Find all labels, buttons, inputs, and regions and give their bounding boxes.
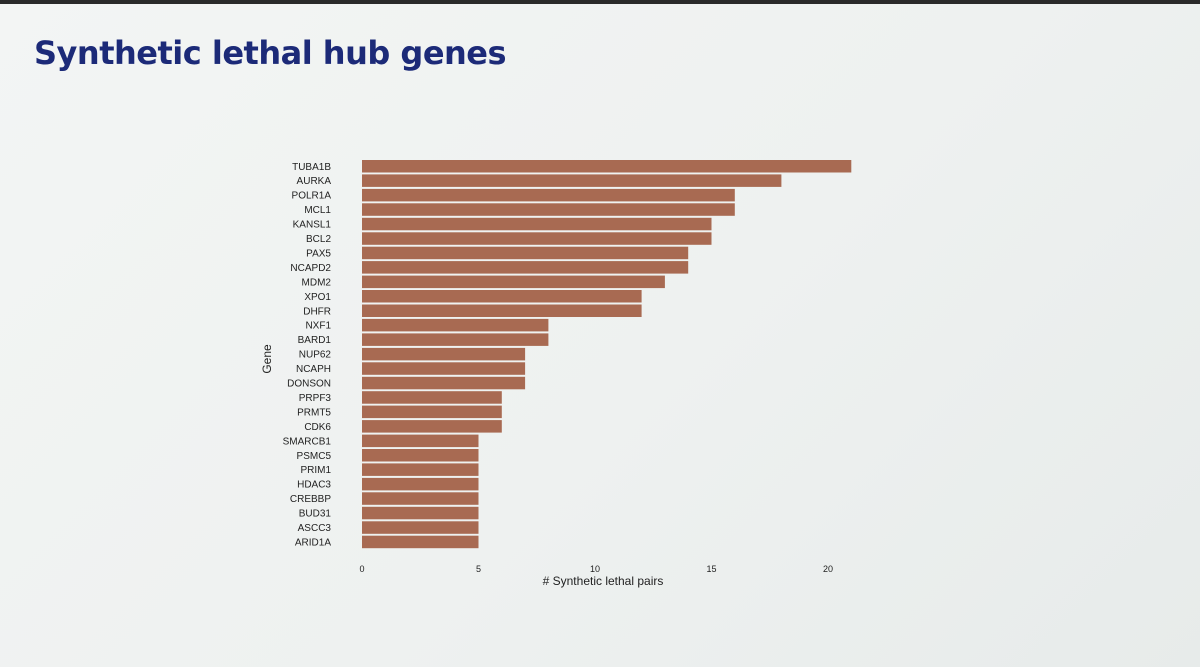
gene-label-crebbp: CREBBP xyxy=(290,494,331,505)
x-tick-10: 10 xyxy=(590,564,600,574)
gene-labels-group: TUBA1B AURKA POLR1A MCL1 KANSL1 BCL2 PAX5 NCAPD… xyxy=(283,162,332,549)
gene-label-ncaph: NCAPH xyxy=(296,364,331,375)
bar-aurka xyxy=(362,174,782,187)
gene-label-prmt5: PRMT5 xyxy=(297,407,331,418)
gene-label-psmc5: PSMC5 xyxy=(297,451,332,462)
gene-label-ascc3: ASCC3 xyxy=(298,523,332,534)
x-tick-labels-group: 0 5 10 15 20 xyxy=(359,564,833,574)
x-tick-5: 5 xyxy=(476,564,481,574)
bar-bcl2 xyxy=(362,232,712,245)
gene-label-prpf3: PRPF3 xyxy=(299,393,332,404)
bar-bard1 xyxy=(362,333,549,346)
bar-pax5 xyxy=(362,246,689,260)
gene-label-hdac3: HDAC3 xyxy=(297,480,331,491)
gene-label-bcl2: BCL2 xyxy=(306,234,331,245)
bar-prmt5 xyxy=(362,405,502,419)
x-tick-0: 0 xyxy=(359,564,364,574)
gene-label-ncapd2: NCAPD2 xyxy=(290,263,331,274)
bar-polr1a xyxy=(362,188,735,202)
bars-group xyxy=(362,160,852,549)
gene-label-nxf1: NXF1 xyxy=(305,321,331,332)
bar-tuba1b xyxy=(362,160,852,173)
bar-crebbp xyxy=(362,492,479,505)
gene-label-arid1a: ARID1A xyxy=(295,538,331,549)
bar-hdac3 xyxy=(362,477,479,491)
bar-mdm2 xyxy=(362,275,665,289)
bar-xpo1 xyxy=(362,290,642,303)
x-tick-15: 15 xyxy=(706,564,716,574)
gene-label-xpo1: XPO1 xyxy=(304,292,331,303)
gene-label-tuba1b: TUBA1B xyxy=(292,162,331,173)
bar-nxf1 xyxy=(362,318,549,332)
gene-label-pax5: PAX5 xyxy=(306,248,331,259)
bar-cdk6 xyxy=(362,420,502,433)
gene-label-mcl1: MCL1 xyxy=(304,205,331,216)
bar-prim1 xyxy=(362,463,479,476)
bar-dhfr xyxy=(362,304,642,317)
gene-label-prim1: PRIM1 xyxy=(300,465,331,476)
bar-arid1a xyxy=(362,535,479,549)
x-tick-20: 20 xyxy=(823,564,833,574)
gene-label-nup62: NUP62 xyxy=(299,350,332,361)
bar-donson xyxy=(362,376,526,390)
gene-label-cdk6: CDK6 xyxy=(304,422,331,433)
bar-mcl1 xyxy=(362,203,735,216)
bar-ncapd2 xyxy=(362,261,689,274)
gene-label-aurka: AURKA xyxy=(297,176,332,187)
bar-bud31 xyxy=(362,506,479,520)
bar-kansl1 xyxy=(362,217,712,231)
bar-ncaph xyxy=(362,362,526,375)
x-axis-label: # Synthetic lethal pairs xyxy=(543,574,664,588)
gene-label-donson: DONSON xyxy=(287,379,331,390)
gene-label-smarcb1: SMARCB1 xyxy=(283,436,332,447)
gene-label-polr1a: POLR1A xyxy=(292,191,332,202)
y-axis-label: Gene xyxy=(260,344,274,374)
gene-label-mdm2: MDM2 xyxy=(302,277,332,288)
gene-label-kansl1: KANSL1 xyxy=(293,220,332,231)
slide-title: Synthetic lethal hub genes xyxy=(34,34,507,72)
gene-label-bard1: BARD1 xyxy=(298,335,332,346)
gene-label-bud31: BUD31 xyxy=(299,509,332,520)
slide: Synthetic lethal hub genes xyxy=(0,4,1200,667)
bar-psmc5 xyxy=(362,449,479,462)
bar-prpf3 xyxy=(362,391,502,404)
bar-smarcb1 xyxy=(362,434,479,448)
bar-ascc3 xyxy=(362,521,479,534)
bar-nup62 xyxy=(362,347,526,361)
gene-label-dhfr: DHFR xyxy=(303,306,331,317)
